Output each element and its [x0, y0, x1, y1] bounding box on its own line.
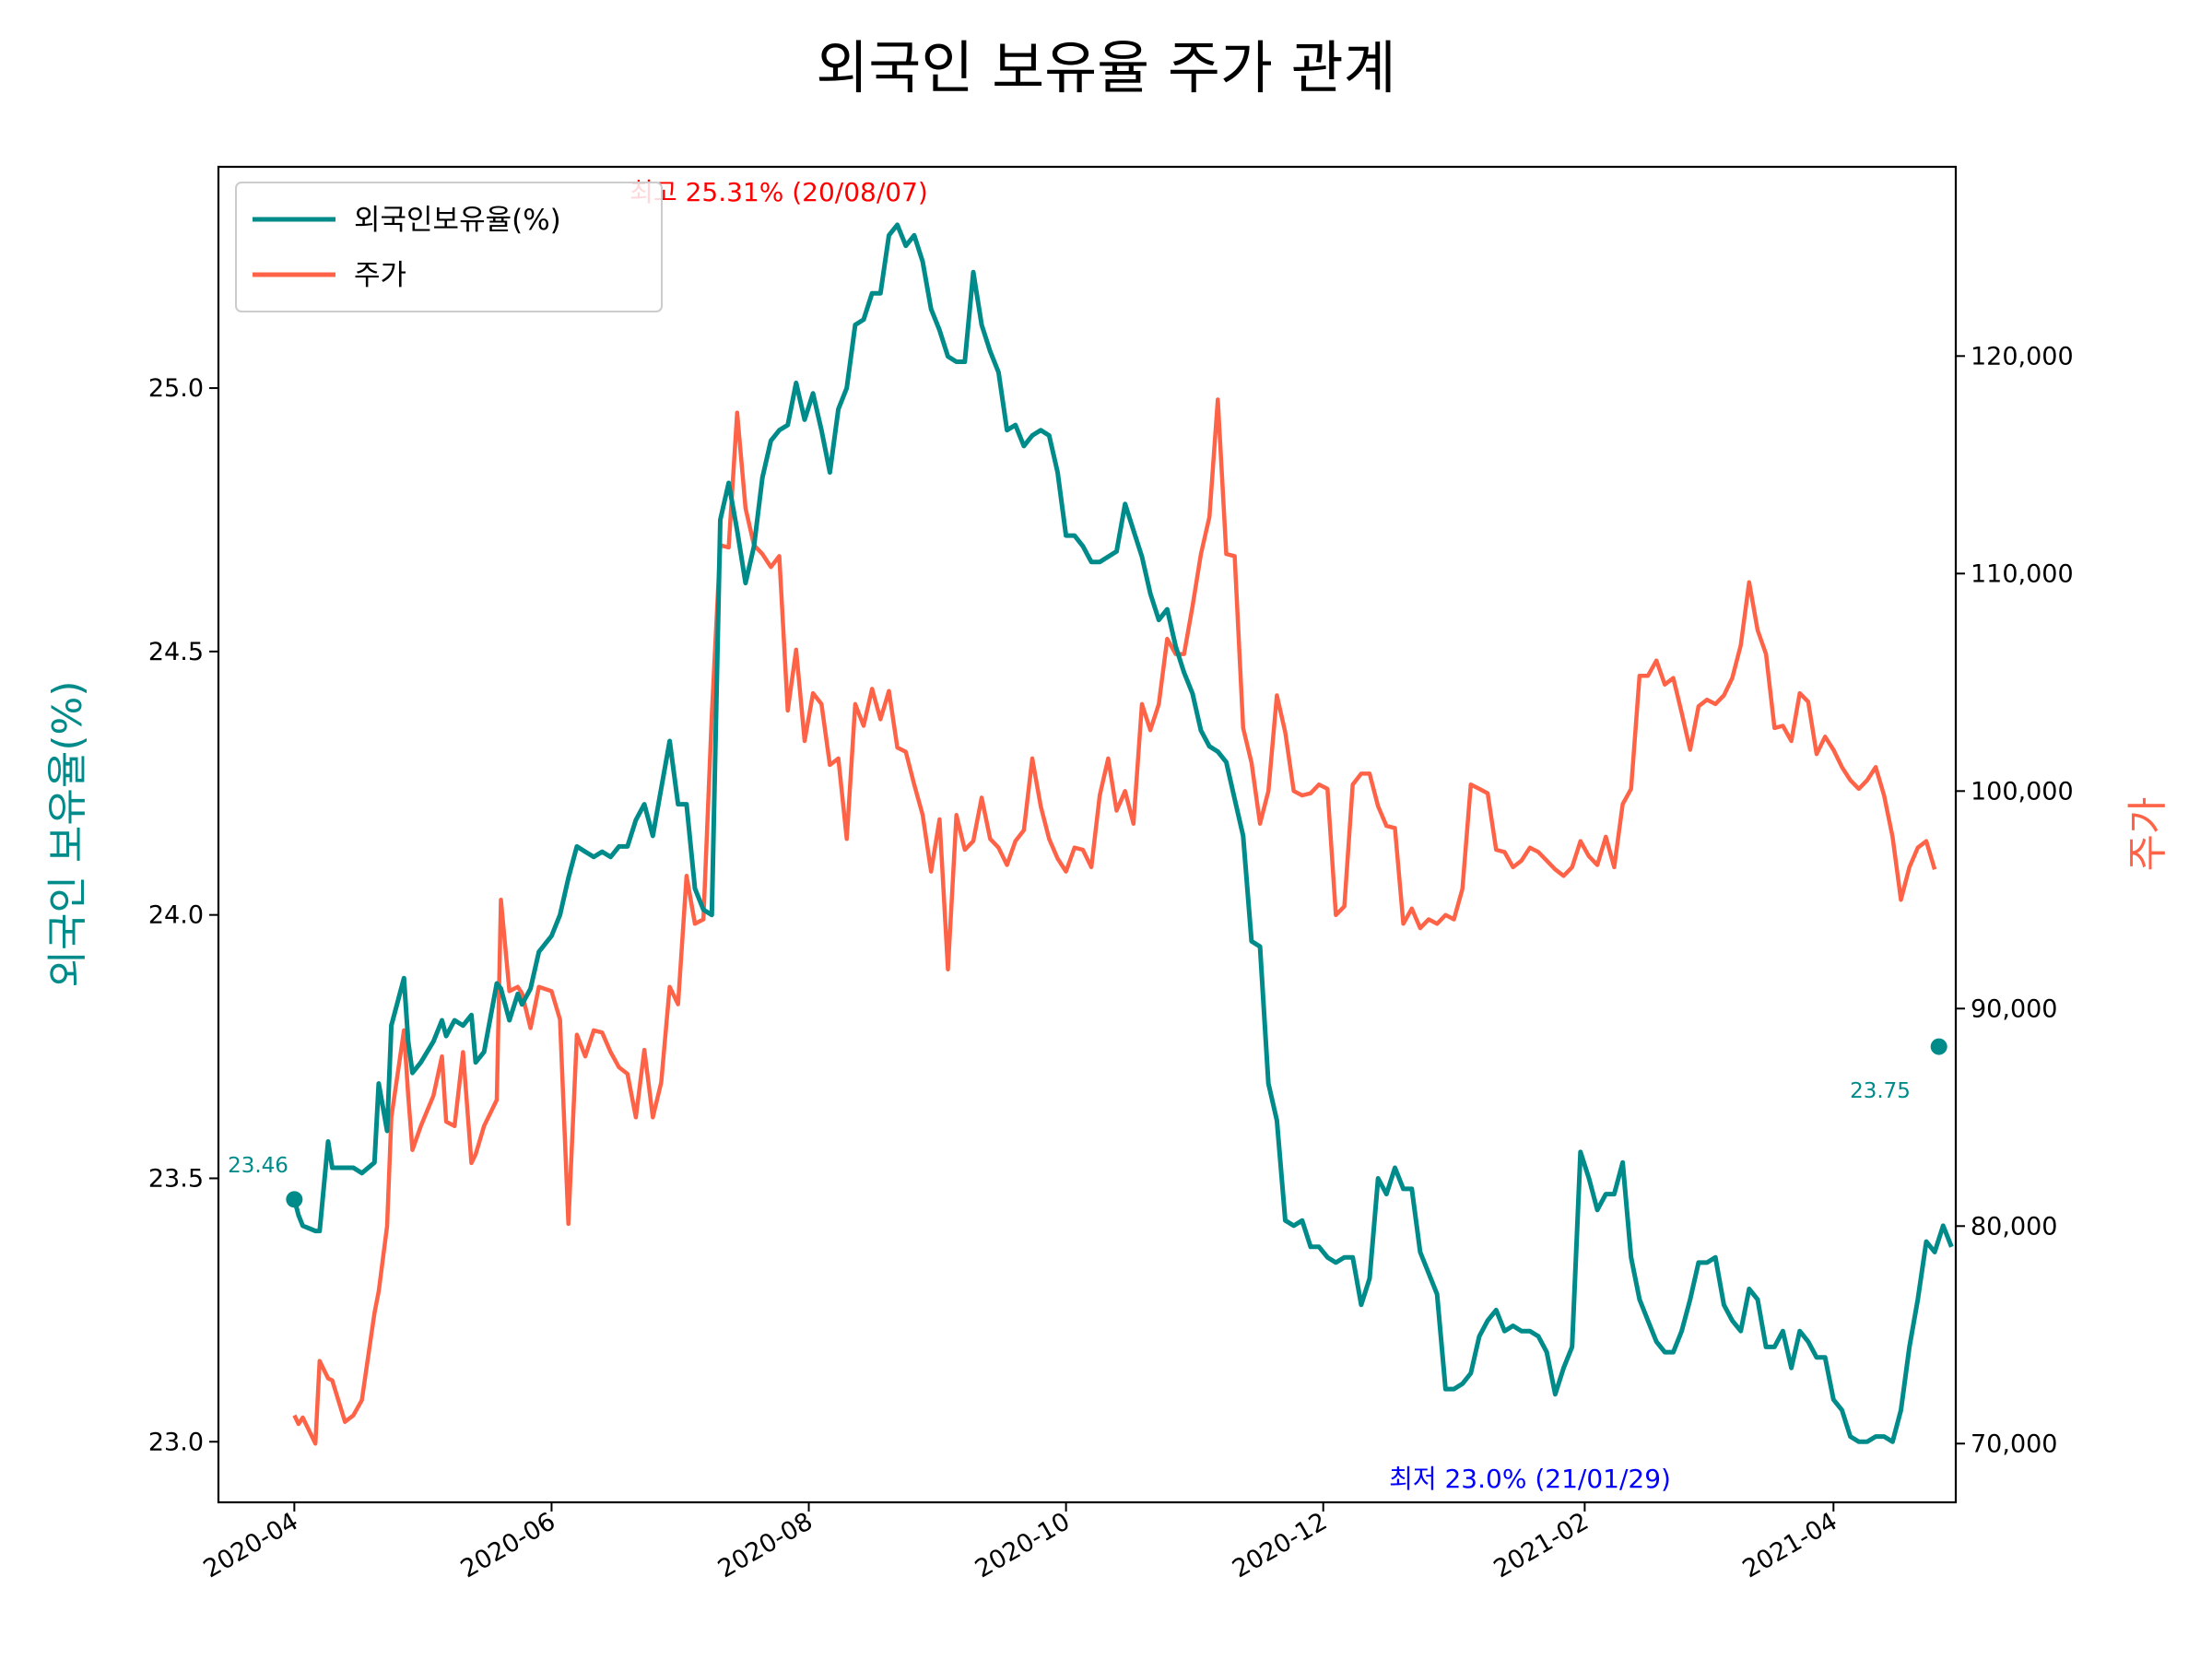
y-axis-left: 23.0 23.5 24.0 24.5 25.0	[148, 374, 218, 1456]
y-right-tick-label: 120,000	[1971, 342, 2074, 371]
y-axis-left-label: 외국인 보유율(%)	[44, 680, 91, 987]
y-left-tick-label: 23.5	[148, 1164, 204, 1193]
y-right-tick-label: 100,000	[1971, 777, 2074, 806]
y-left-tick-label: 24.0	[148, 901, 204, 930]
holding-series-line	[291, 222, 1954, 1444]
series-layer	[286, 222, 1954, 1446]
holding-start-point	[286, 1191, 303, 1208]
y-left-tick-label: 24.5	[148, 638, 204, 666]
end-value-label: 23.75	[1850, 1079, 1911, 1103]
chart-title: 외국인 보유율 주가 관계	[816, 34, 1396, 101]
plot-frame	[217, 165, 1958, 1504]
y-axis-right-label: 주가	[2124, 797, 2171, 872]
legend-price-label: 주가	[354, 259, 406, 292]
plot-area	[286, 222, 1954, 1446]
legend-box	[235, 182, 663, 312]
y-left-tick-label: 23.0	[148, 1428, 204, 1456]
y-axis-right: 70,000 80,000 90,000 100,000 110,000 120,000	[1956, 342, 2074, 1458]
y-right-tick-label: 70,000	[1971, 1430, 2057, 1458]
min-annotation: 최저 23.0% (21/01/29)	[1389, 1464, 1671, 1494]
start-value-label: 23.46	[228, 1154, 288, 1178]
y-right-tick-label: 110,000	[1971, 559, 2074, 588]
max-annotation: 최고 25.31% (20/08/07)	[629, 177, 928, 207]
y-right-tick-label: 80,000	[1971, 1212, 2057, 1241]
legend: 외국인보유율(%) 주가	[235, 182, 663, 312]
holding-end-point	[1930, 1038, 1947, 1055]
y-right-tick-label: 90,000	[1971, 994, 2057, 1023]
y-left-tick-label: 25.0	[148, 374, 204, 403]
legend-holding-label: 외국인보유율(%)	[354, 204, 561, 237]
price-series-line	[292, 397, 1937, 1446]
